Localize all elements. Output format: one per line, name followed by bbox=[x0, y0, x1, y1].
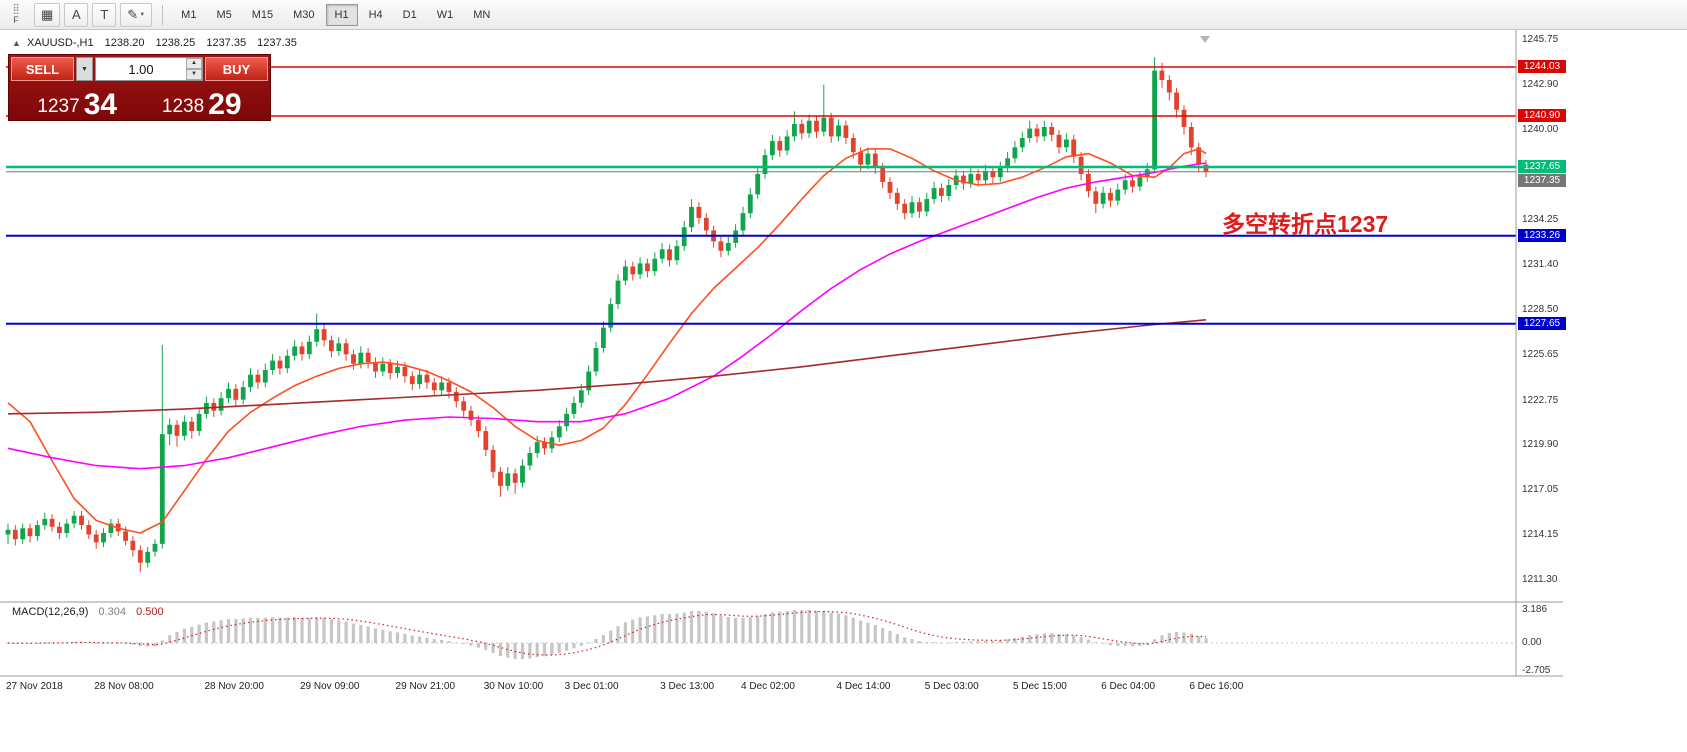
text-tool-icon: T bbox=[100, 7, 109, 22]
chevron-down-icon: ▼ bbox=[139, 11, 146, 18]
one-click-trading-panel: SELL ▼ ▲ ▼ BUY 1237 34 1238 29 bbox=[8, 54, 271, 121]
pencil-icon: ✎ bbox=[127, 6, 139, 22]
macd-tick-label: 3.186 bbox=[1522, 603, 1548, 615]
chart-shift-marker-icon[interactable] bbox=[1200, 36, 1210, 43]
price-tick-label: 1217.05 bbox=[1522, 483, 1559, 495]
price-tick-label: 1245.75 bbox=[1522, 34, 1559, 45]
time-axis-label: 6 Dec 16:00 bbox=[1189, 681, 1244, 692]
macd-indicator-name: MACD(12,26,9) bbox=[12, 606, 89, 618]
cursor-a-icon: A bbox=[71, 7, 81, 22]
volume-spinner: ▲ ▼ bbox=[186, 58, 202, 80]
chart-title: ▲ XAUUSD-,H1 1238.20 1238.25 1237.35 123… bbox=[12, 37, 297, 49]
volume-dropdown-button[interactable]: ▼ bbox=[76, 57, 93, 81]
grid-icon: ⣿ bbox=[12, 3, 20, 15]
price-level-badge: 1244.03 bbox=[1518, 59, 1566, 73]
sell-price-pips: 34 bbox=[83, 88, 118, 121]
buy-price-pips: 29 bbox=[208, 88, 242, 121]
timeframe-h1-button[interactable]: H1 bbox=[325, 3, 358, 26]
time-axis-label: 5 Dec 03:00 bbox=[924, 681, 979, 692]
price-tick-label: 1211.30 bbox=[1522, 574, 1558, 585]
price-tick-label: 1242.90 bbox=[1522, 78, 1559, 90]
sell-price-main: 1237 bbox=[37, 96, 80, 117]
macd-tick-label: -2.705 bbox=[1522, 665, 1551, 677]
draw-tool-button[interactable]: ✎ ▼ bbox=[120, 2, 153, 27]
volume-down-button[interactable]: ▼ bbox=[186, 69, 202, 80]
chart-grid-icon: ▦ bbox=[41, 6, 54, 22]
timeframe-toolbar: M1 M5 M15 M30 H1 H4 D1 W1 MN bbox=[171, 3, 500, 26]
price-level-badge: 1237.35 bbox=[1518, 173, 1566, 187]
macd-tick-label: 0.00 bbox=[1522, 637, 1542, 648]
price-tick-label: 1240.00 bbox=[1522, 124, 1559, 136]
chart-grid-tool-button[interactable]: ▦ bbox=[34, 2, 61, 27]
time-axis-label: 29 Nov 21:00 bbox=[395, 681, 456, 692]
ohlc-low: 1237.35 bbox=[206, 37, 247, 49]
ohlc-close: 1237.35 bbox=[257, 37, 297, 49]
timeframe-m30-button[interactable]: M30 bbox=[284, 4, 323, 26]
time-axis-label: 27 Nov 2018 bbox=[6, 681, 63, 692]
price-tick-label: 1214.15 bbox=[1522, 529, 1559, 541]
price-level-badge: 1240.90 bbox=[1518, 109, 1566, 123]
price-axis[interactable]: 1245.75 1242.90 1240.00 1234.25 1231.40 1228.… bbox=[1518, 0, 1578, 752]
time-axis-label: 3 Dec 13:00 bbox=[660, 681, 715, 692]
buy-price[interactable]: 1238 29 bbox=[140, 88, 265, 121]
text-tool-button[interactable]: T bbox=[92, 2, 117, 27]
price-tick-label: 1225.65 bbox=[1522, 349, 1559, 361]
price-level-badge: 1237.65 bbox=[1518, 159, 1566, 173]
price-tick-label: 1231.40 bbox=[1522, 258, 1559, 270]
volume-box: ▲ ▼ bbox=[95, 57, 203, 81]
cursor-tool-button[interactable]: A bbox=[64, 2, 89, 27]
time-axis-label: 4 Dec 02:00 bbox=[741, 681, 795, 692]
price-tick-label: 1234.25 bbox=[1522, 214, 1559, 226]
time-axis-label: 6 Dec 04:00 bbox=[1101, 681, 1156, 692]
time-axis-label: 3 Dec 01:00 bbox=[564, 681, 619, 692]
time-axis-label: 4 Dec 14:00 bbox=[836, 681, 891, 692]
app-corner-button[interactable]: ⣿ F bbox=[4, 3, 28, 25]
time-axis[interactable]: 27 Nov 2018 28 Nov 08:00 28 Nov 20:00 29 No… bbox=[0, 678, 1516, 700]
price-level-badge: 1227.65 bbox=[1518, 316, 1566, 330]
time-axis-label: 30 Nov 10:00 bbox=[483, 681, 544, 692]
timeframe-mn-button[interactable]: MN bbox=[464, 4, 499, 26]
chart-active-icon: ▲ bbox=[12, 38, 21, 48]
toolbar-separator bbox=[162, 4, 164, 25]
volume-up-button[interactable]: ▲ bbox=[186, 58, 202, 69]
timeframe-d1-button[interactable]: D1 bbox=[394, 4, 426, 26]
buy-button[interactable]: BUY bbox=[205, 57, 268, 81]
timeframe-w1-button[interactable]: W1 bbox=[428, 4, 463, 26]
price-level-badge: 1233.26 bbox=[1518, 228, 1566, 242]
macd-signal-value: 0.500 bbox=[136, 606, 164, 618]
sell-button[interactable]: SELL bbox=[11, 57, 74, 81]
symbol-timeframe-label: XAUUSD-,H1 bbox=[26, 37, 94, 49]
timeframe-m1-button[interactable]: M1 bbox=[172, 4, 205, 26]
time-axis-label: 28 Nov 08:00 bbox=[94, 681, 154, 692]
time-axis-label: 5 Dec 15:00 bbox=[1012, 681, 1067, 692]
price-tick-label: 1222.75 bbox=[1522, 394, 1559, 406]
timeframe-m5-button[interactable]: M5 bbox=[207, 4, 240, 26]
pivot-annotation-text: 多空转折点1237 bbox=[1222, 211, 1389, 237]
macd-main-value: 0.304 bbox=[98, 606, 127, 618]
time-axis-label: 29 Nov 09:00 bbox=[300, 681, 360, 692]
price-tick-label: 1228.50 bbox=[1522, 304, 1559, 316]
timeframe-m15-button[interactable]: M15 bbox=[243, 4, 282, 26]
price-tick-label: 1219.90 bbox=[1522, 439, 1559, 451]
sell-price[interactable]: 1237 34 bbox=[15, 88, 140, 121]
f-key-label: F bbox=[13, 14, 19, 25]
buy-price-main: 1238 bbox=[161, 96, 205, 117]
ohlc-high: 1238.25 bbox=[155, 37, 196, 49]
volume-input[interactable] bbox=[96, 58, 186, 80]
macd-label: MACD(12,26,9) 0.304 0.500 bbox=[12, 606, 164, 618]
ohlc-open: 1238.20 bbox=[104, 37, 145, 49]
time-axis-label: 28 Nov 20:00 bbox=[204, 681, 264, 692]
timeframe-h4-button[interactable]: H4 bbox=[360, 4, 392, 26]
main-toolbar: ⣿ F ▦ A T ✎ ▼ M1 M5 M15 M30 H1 H4 D1 W1 MN bbox=[0, 0, 1687, 30]
